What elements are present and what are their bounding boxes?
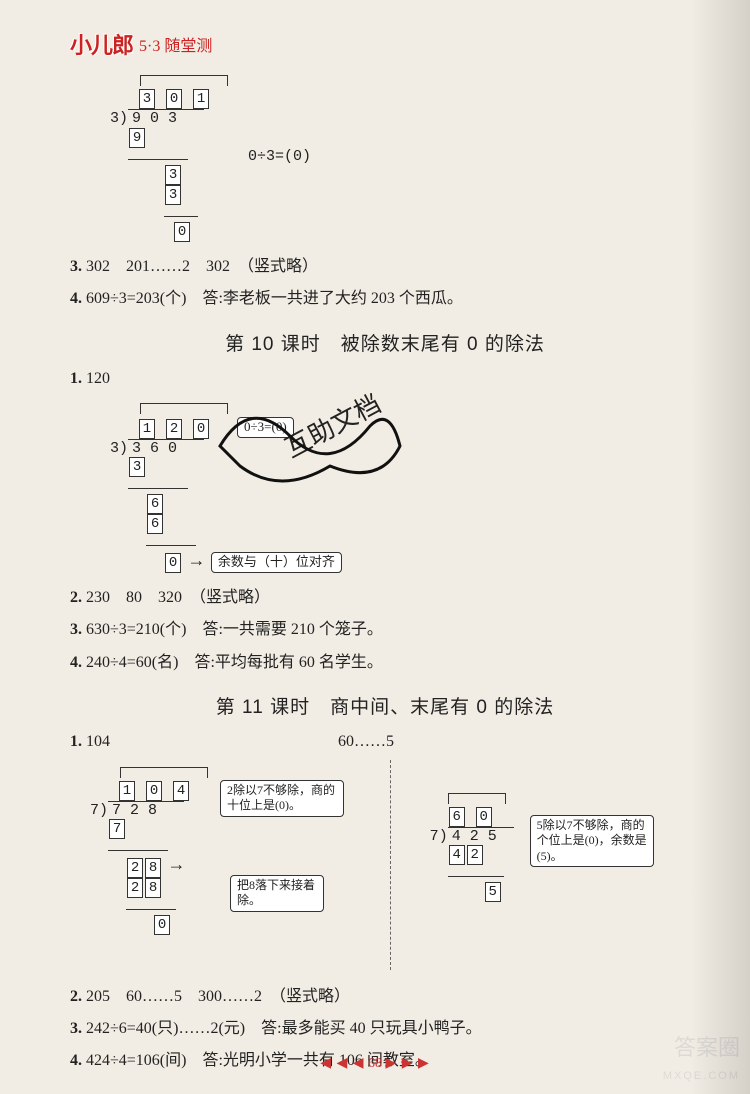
answer-line: 4. 609÷3=203(个) 答:李老板一共进了大约 203 个西瓜。 (70, 284, 700, 314)
watermark: 答案圈 MXQE.COM (663, 1036, 740, 1084)
digit-box: 3 (165, 185, 181, 205)
answer-line: 1. 120 (70, 364, 700, 394)
digit-box: 1 (119, 781, 135, 801)
digit-box: 6 (147, 494, 163, 514)
digit-box: 1 (139, 419, 155, 439)
callout-label: 5除以7不够除，商的个位上是(0)，余数是(5)。 (530, 815, 654, 868)
answer-line: 3. 302 201……2 302 （竖式略） (70, 252, 700, 282)
digit-box: 0 (166, 89, 182, 109)
digit-box: 8 (145, 858, 161, 878)
divisor: 7 (90, 802, 99, 819)
answer-line: 4. 240÷4=60(名) 答:平均每批有 60 名学生。 (70, 648, 700, 678)
digit-box: 0 (476, 807, 492, 827)
dividend: 9 0 3 (128, 109, 204, 127)
answer-line: 3. 242÷6=40(只)……2(元) 答:最多能买 40 只玩具小鸭子。 (70, 1014, 700, 1044)
brand-subtitle: 5·3 随堂测 (139, 32, 212, 56)
digit-box: 2 (127, 858, 143, 878)
digit-box: 8 (145, 878, 161, 898)
arrow-icon: → (171, 856, 182, 876)
answer-line: 1. 104 60……5 (70, 727, 700, 757)
dividend: 7 2 8 (108, 801, 184, 819)
digit-box: 6 (449, 807, 465, 827)
digit-box: 2 (467, 845, 483, 865)
digit-box: 3 (139, 89, 155, 109)
digit-box: 9 (129, 128, 145, 148)
digit-box: 1 (193, 89, 209, 109)
digit-box: 4 (449, 845, 465, 865)
divisor: 3 (110, 440, 119, 457)
digit-box: 0 (174, 222, 190, 242)
digit-box: 0 (193, 419, 209, 439)
callout-label: 把8落下来接着除。 (230, 875, 324, 912)
long-division-3: 1 0 4 7)7 2 8 7 28 → 28 0 (90, 764, 208, 935)
digit-box: 3 (165, 165, 181, 185)
side-label: 0÷3=(0) (248, 148, 311, 165)
callout-label: 余数与（十）位对齐 (211, 552, 342, 573)
page: 小儿郎 5·3 随堂测 3 0 1 3)9 0 3 9 0÷3=(0) 3 3 … (0, 0, 750, 1094)
digit-box: 2 (127, 878, 143, 898)
digit-box: 0 (165, 553, 181, 573)
section-11-title: 第 11 课时 商中间、末尾有 0 的除法 (70, 692, 700, 719)
arrow-icon: → (191, 552, 202, 572)
triangle-icon: ▶ ▶ ▶ (386, 1056, 430, 1071)
divisor: 7 (430, 828, 439, 845)
digit-box: 5 (485, 882, 501, 902)
dividend: 4 2 5 (448, 827, 514, 845)
digit-box: 6 (147, 514, 163, 534)
long-division-1: 3 0 1 3)9 0 3 9 0÷3=(0) 3 3 0 (110, 72, 311, 242)
answer-line: 2. 205 60……5 300……2 （竖式略） (70, 982, 700, 1012)
callout-label: 2除以7不够除，商的十位上是(0)。 (220, 780, 344, 817)
brand-header: 小儿郎 5·3 随堂测 (70, 28, 700, 60)
long-division-4: 6 0 7)4 2 5 42 5 (430, 790, 514, 903)
callout-label: 0÷3=(0) (237, 417, 294, 438)
answer-line: 2. 230 80 320 （竖式略） (70, 583, 700, 613)
division-pair: 1 0 4 7)7 2 8 7 28 → 28 0 2除以7不够除，商的十位上是… (70, 760, 700, 980)
section-10-title: 第 10 课时 被除数末尾有 0 的除法 (70, 329, 700, 356)
digit-box: 0 (146, 781, 162, 801)
triangle-icon: ◀ ◀ ◀ (320, 1056, 364, 1071)
digit-box: 3 (129, 457, 145, 477)
page-number: ◀ ◀ ◀ 68 ▶ ▶ ▶ (0, 1055, 750, 1072)
dividend: 3 6 0 (128, 439, 204, 457)
digit-box: 7 (109, 819, 125, 839)
digit-box: 2 (166, 419, 182, 439)
digit-box: 0 (154, 915, 170, 935)
brand-logo: 小儿郎 (70, 28, 133, 60)
divisor: 3 (110, 110, 119, 127)
answer-line: 3. 630÷3=210(个) 答:一共需要 210 个笼子。 (70, 615, 700, 645)
long-division-2: 1 2 0 0÷3=(0) 3)3 6 0 3 6 6 0 → 余数与（十）位对… (110, 400, 342, 573)
digit-box: 4 (173, 781, 189, 801)
